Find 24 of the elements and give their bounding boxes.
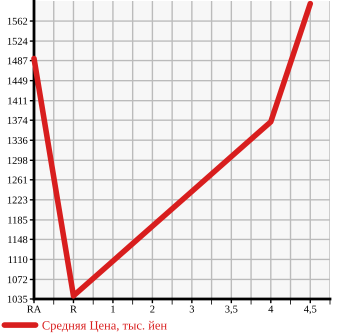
x-tick-label: RA <box>27 306 42 312</box>
x-tick-label: 2 <box>150 306 154 312</box>
y-tick-label: 1524 <box>8 38 28 45</box>
y-tick-label: 1449 <box>8 77 28 84</box>
x-tick-label: 1 <box>111 306 115 312</box>
x-tick-label: 4 <box>268 306 274 312</box>
legend-label: Средняя Цена, тыс. йен <box>42 320 167 332</box>
x-tick-label: 3 <box>190 306 194 313</box>
y-tick-label: 1035 <box>8 296 28 303</box>
x-tick-label: 4,5 <box>304 306 316 314</box>
y-tick-label: 1148 <box>8 236 28 244</box>
y-tick-label: 1487 <box>8 57 28 64</box>
y-tick-label: 1298 <box>8 156 28 164</box>
x-tick-label: R <box>70 306 77 312</box>
y-tick-label: 1562 <box>8 18 28 25</box>
y-tick-label: 1110 <box>8 256 28 264</box>
y-tick-label: 1185 <box>8 216 28 224</box>
y-tick-label: 1411 <box>8 97 28 104</box>
x-tick-label: 3,5 <box>225 306 238 314</box>
y-tick-label: 1223 <box>8 196 28 204</box>
y-tick-label: 1072 <box>8 276 28 284</box>
y-tick-label: 1261 <box>8 176 28 184</box>
y-tick-label: 1336 <box>8 136 28 144</box>
y-tick-label: 1374 <box>8 116 28 124</box>
